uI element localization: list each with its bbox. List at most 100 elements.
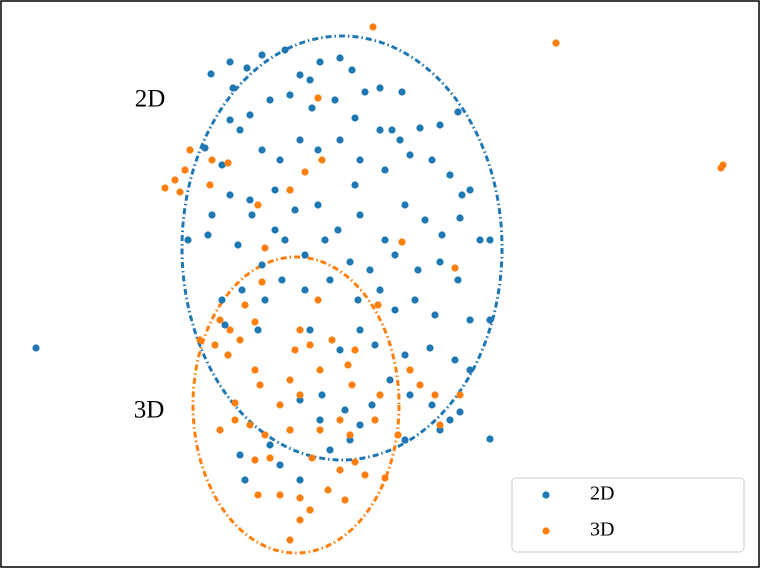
point (336, 136, 344, 144)
point (301, 168, 309, 176)
point (406, 151, 414, 159)
point (291, 346, 299, 354)
point (436, 121, 444, 129)
point (321, 236, 329, 244)
point (552, 39, 560, 47)
point (208, 211, 216, 219)
point (454, 108, 462, 116)
point (401, 436, 409, 444)
point (346, 258, 354, 266)
point (278, 276, 286, 284)
point (431, 391, 439, 399)
point (336, 466, 344, 474)
point (296, 396, 304, 404)
point (236, 336, 244, 344)
point (234, 241, 242, 249)
point (316, 426, 324, 434)
point (266, 454, 274, 462)
point (286, 91, 294, 99)
point (254, 491, 262, 499)
legend-marker (542, 527, 550, 535)
point (211, 341, 219, 349)
point (401, 351, 409, 359)
point (226, 116, 234, 124)
point (436, 426, 444, 434)
point (314, 146, 322, 154)
point (476, 236, 484, 244)
point (391, 306, 399, 314)
point (396, 136, 404, 144)
point (296, 71, 304, 79)
point (316, 416, 324, 424)
point (281, 46, 289, 54)
point (241, 476, 249, 484)
point (466, 186, 474, 194)
point (318, 156, 326, 164)
point (451, 264, 459, 272)
point (248, 211, 256, 219)
point (331, 96, 339, 104)
point (398, 238, 406, 246)
point (286, 376, 294, 384)
point (456, 408, 464, 416)
point (428, 156, 436, 164)
point (226, 191, 234, 199)
point (458, 191, 466, 199)
point (356, 211, 364, 219)
point (456, 391, 464, 399)
point (486, 316, 494, 324)
point (181, 166, 189, 174)
point (334, 226, 342, 234)
point (246, 111, 254, 119)
point (336, 54, 344, 62)
point (406, 366, 414, 374)
point (368, 401, 376, 409)
point (308, 104, 316, 112)
point (296, 136, 304, 144)
point (446, 171, 454, 179)
point (276, 461, 284, 469)
point (376, 286, 384, 294)
point (451, 356, 459, 364)
point (224, 159, 232, 167)
point (276, 156, 284, 164)
point (346, 436, 354, 444)
point (361, 471, 369, 479)
point (344, 361, 352, 369)
point (366, 266, 374, 274)
point (216, 426, 224, 434)
point (231, 416, 239, 424)
point (261, 431, 269, 439)
point (246, 421, 254, 429)
point (394, 431, 402, 439)
point (318, 391, 326, 399)
point (381, 236, 389, 244)
point (348, 381, 356, 389)
point (416, 124, 424, 132)
legend-label: 2D (590, 483, 614, 505)
point (266, 441, 274, 449)
point (258, 261, 266, 269)
legend-label: 3D (590, 519, 614, 541)
point (286, 536, 294, 544)
point (431, 311, 439, 319)
point (206, 181, 214, 189)
point (196, 336, 204, 344)
point (218, 296, 226, 304)
point (341, 496, 349, 504)
point (226, 58, 234, 66)
point (346, 431, 354, 439)
legend-box (511, 477, 745, 553)
point (261, 296, 269, 304)
point (236, 451, 244, 459)
point (376, 126, 384, 134)
point (243, 64, 251, 72)
point (201, 144, 209, 152)
point (351, 346, 359, 354)
point (348, 66, 356, 74)
legend: 2D 3D (511, 477, 745, 553)
point (306, 76, 314, 84)
point (306, 506, 314, 514)
point (351, 458, 359, 466)
